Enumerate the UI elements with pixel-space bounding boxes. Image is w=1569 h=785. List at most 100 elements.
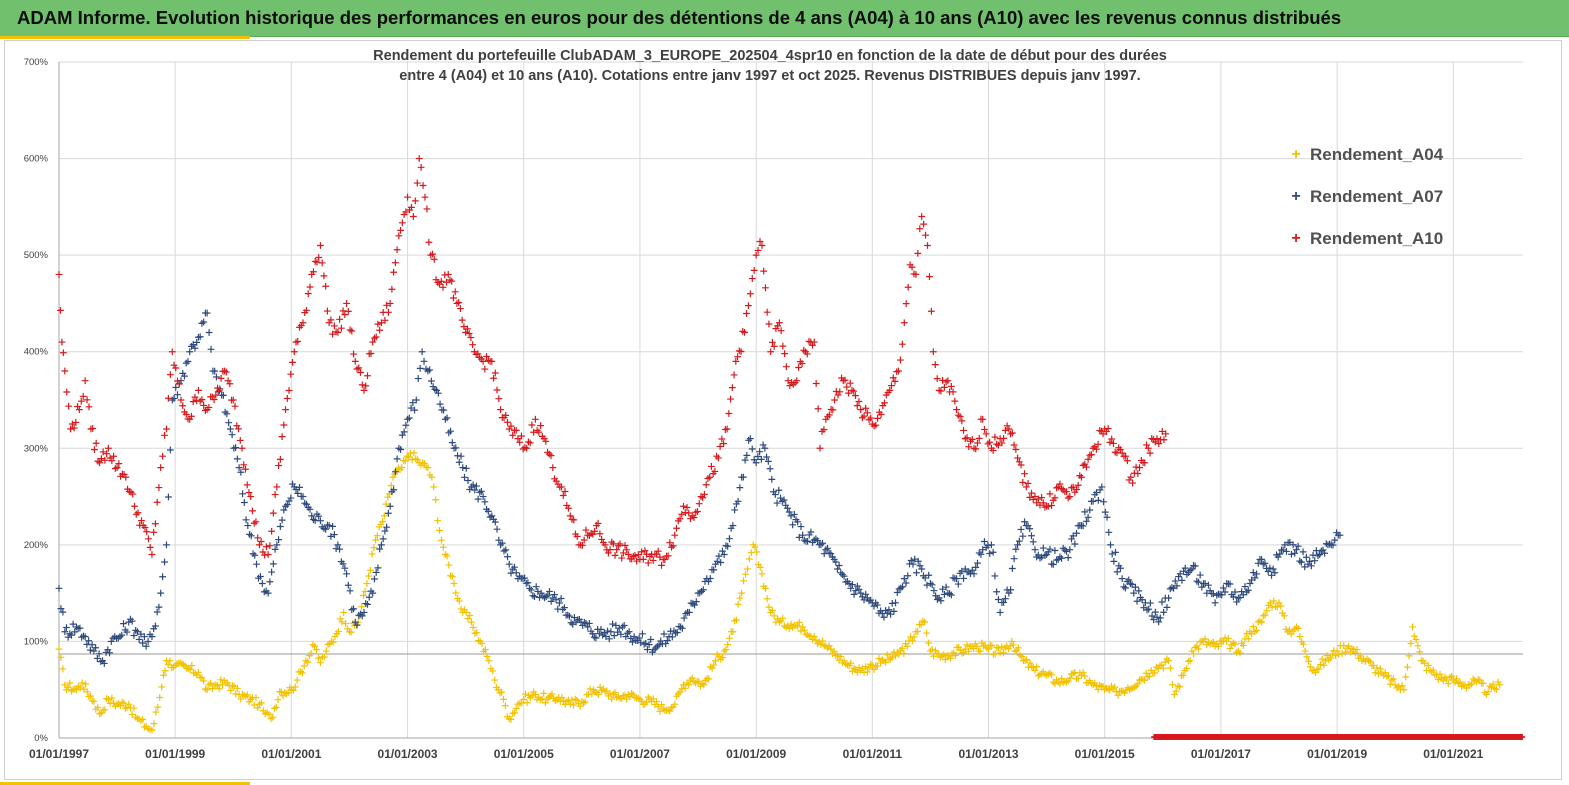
marker-rendement-a04 — [1165, 657, 1173, 665]
marker-rendement-a10 — [762, 284, 769, 292]
marker-rendement-a10 — [735, 347, 743, 355]
marker-rendement-a04 — [154, 703, 162, 711]
marker-rendement-a04 — [1348, 645, 1356, 653]
marker-rendement-a07 — [790, 511, 798, 518]
marker-rendement-a10 — [57, 307, 64, 314]
marker-rendement-a07 — [804, 537, 811, 545]
marker-rendement-a07 — [706, 575, 714, 582]
marker-rendement-a04 — [634, 694, 642, 702]
marker-rendement-a07 — [400, 428, 408, 436]
marker-rendement-a04 — [1409, 623, 1417, 631]
marker-rendement-a07 — [1241, 583, 1249, 590]
marker-rendement-a07 — [348, 606, 356, 614]
marker-rendement-a04 — [742, 570, 749, 578]
marker-rendement-a07 — [61, 628, 69, 636]
marker-rendement-a04 — [814, 640, 821, 648]
marker-rendement-a04 — [452, 589, 460, 597]
marker-rendement-a04 — [401, 457, 409, 465]
marker-rendement-a07 — [414, 375, 422, 382]
marker-rendement-a10 — [182, 410, 190, 418]
marker-rendement-a07 — [544, 591, 552, 599]
marker-rendement-a04 — [763, 595, 771, 603]
marker-rendement-a10 — [666, 539, 674, 547]
marker-rendement-a07 — [141, 633, 148, 641]
marker-rendement-a04 — [152, 708, 160, 716]
marker-rendement-a10 — [1127, 473, 1135, 481]
marker-rendement-a07 — [462, 464, 470, 472]
marker-rendement-a10 — [816, 444, 824, 452]
marker-rendement-a07 — [590, 633, 598, 641]
marker-rendement-a04 — [995, 644, 1002, 652]
marker-rendement-a07 — [524, 579, 532, 587]
marker-rendement-a10 — [629, 552, 637, 560]
marker-rendement-a04 — [804, 631, 811, 639]
marker-rendement-a10 — [474, 350, 482, 358]
marker-rendement-a07 — [412, 396, 420, 404]
marker-rendement-a10 — [101, 456, 109, 464]
marker-rendement-a10 — [609, 540, 617, 548]
marker-rendement-a10 — [427, 251, 435, 259]
marker-rendement-a04 — [621, 691, 629, 699]
marker-rendement-a04 — [1074, 674, 1082, 682]
marker-rendement-a10 — [343, 300, 350, 307]
marker-rendement-a07 — [1321, 549, 1329, 557]
marker-rendement-a07 — [1098, 483, 1106, 491]
marker-rendement-a07 — [1316, 551, 1324, 558]
marker-rendement-a04 — [900, 650, 908, 657]
marker-rendement-a04 — [272, 703, 280, 711]
marker-rendement-a07 — [979, 546, 987, 554]
marker-rendement-a04 — [1270, 597, 1278, 605]
marker-rendement-a04 — [1335, 650, 1343, 658]
marker-rendement-a10 — [257, 538, 265, 545]
marker-rendement-a07 — [1084, 513, 1092, 521]
marker-rendement-a10 — [922, 231, 929, 239]
marker-rendement-a10 — [320, 272, 328, 280]
marker-rendement-a04 — [200, 677, 208, 685]
marker-rendement-a10 — [318, 259, 326, 267]
marker-rendement-a07 — [264, 589, 272, 597]
marker-rendement-a10 — [306, 283, 314, 291]
marker-rendement-a07 — [663, 637, 671, 645]
marker-rendement-a10 — [746, 290, 754, 298]
marker-rendement-a07 — [531, 593, 538, 601]
marker-rendement-a07 — [1046, 545, 1054, 553]
marker-rendement-a04 — [685, 681, 693, 689]
marker-rendement-a10 — [313, 258, 321, 266]
marker-rendement-a10 — [448, 277, 456, 285]
marker-rendement-a10 — [605, 549, 612, 557]
marker-rendement-a10 — [685, 509, 693, 517]
marker-rendement-a04 — [1491, 685, 1499, 692]
marker-rendement-a07 — [682, 610, 690, 617]
marker-rendement-a04 — [732, 616, 740, 624]
marker-rendement-a07 — [88, 641, 96, 649]
marker-rendement-a07 — [817, 541, 825, 549]
marker-rendement-a10 — [760, 267, 768, 275]
marker-rendement-a07 — [120, 620, 127, 628]
marker-rendement-a04 — [329, 638, 337, 646]
marker-rendement-a10 — [857, 406, 865, 414]
marker-rendement-a10 — [1093, 445, 1100, 453]
marker-rendement-a10 — [561, 488, 569, 495]
marker-rendement-a10 — [559, 492, 567, 499]
marker-rendement-a04 — [164, 661, 172, 669]
marker-rendement-a10 — [926, 273, 933, 281]
marker-rendement-a10 — [908, 263, 916, 271]
marker-rendement-a10 — [166, 371, 174, 379]
marker-rendement-a04 — [450, 580, 458, 587]
marker-rendement-a07 — [1058, 554, 1065, 562]
marker-rendement-a04 — [254, 704, 262, 712]
marker-rendement-a07 — [984, 542, 992, 549]
marker-rendement-a07 — [445, 429, 453, 437]
marker-rendement-a10 — [131, 502, 138, 510]
marker-rendement-a04 — [734, 600, 742, 608]
marker-rendement-a10 — [202, 407, 209, 414]
marker-rendement-a04 — [917, 621, 925, 629]
marker-rendement-a10 — [355, 364, 363, 372]
marker-rendement-a04 — [500, 695, 507, 703]
marker-rendement-a10 — [566, 512, 574, 520]
marker-rendement-a10 — [886, 386, 894, 394]
marker-rendement-a04 — [668, 704, 675, 711]
marker-rendement-a10 — [408, 203, 415, 211]
marker-rendement-a07 — [564, 611, 572, 619]
marker-rendement-a10 — [611, 552, 619, 559]
